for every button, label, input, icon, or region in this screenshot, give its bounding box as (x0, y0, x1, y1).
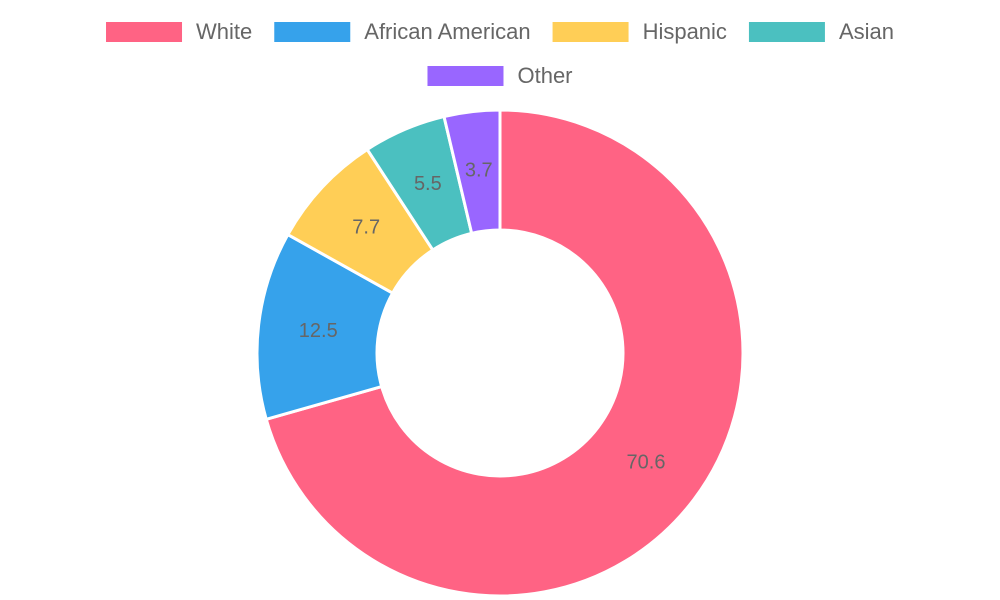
legend-swatch (274, 22, 351, 42)
data-label: 12.5 (299, 320, 338, 342)
legend-label: African American (364, 19, 530, 44)
legend-swatch (748, 22, 825, 42)
slice (264, 108, 745, 598)
legend-item: Asian (748, 19, 894, 44)
legend-label: Other (517, 63, 572, 88)
legend-label: Hispanic (643, 19, 727, 44)
legend-label: Asian (839, 19, 894, 44)
slice (442, 108, 502, 236)
legend-swatch (427, 66, 504, 86)
legend-item: White (106, 19, 252, 44)
data-label: 7.7 (352, 216, 380, 238)
legend-swatch (106, 22, 183, 42)
legend-swatch (552, 22, 629, 42)
data-label: 5.5 (414, 173, 442, 195)
legend-label: White (196, 19, 252, 44)
data-label: 70.6 (627, 452, 666, 474)
data-label: 3.7 (465, 160, 493, 182)
legend-item: Other (427, 63, 573, 88)
legend-item: African American (274, 19, 531, 44)
legend-item: Hispanic (552, 19, 727, 44)
